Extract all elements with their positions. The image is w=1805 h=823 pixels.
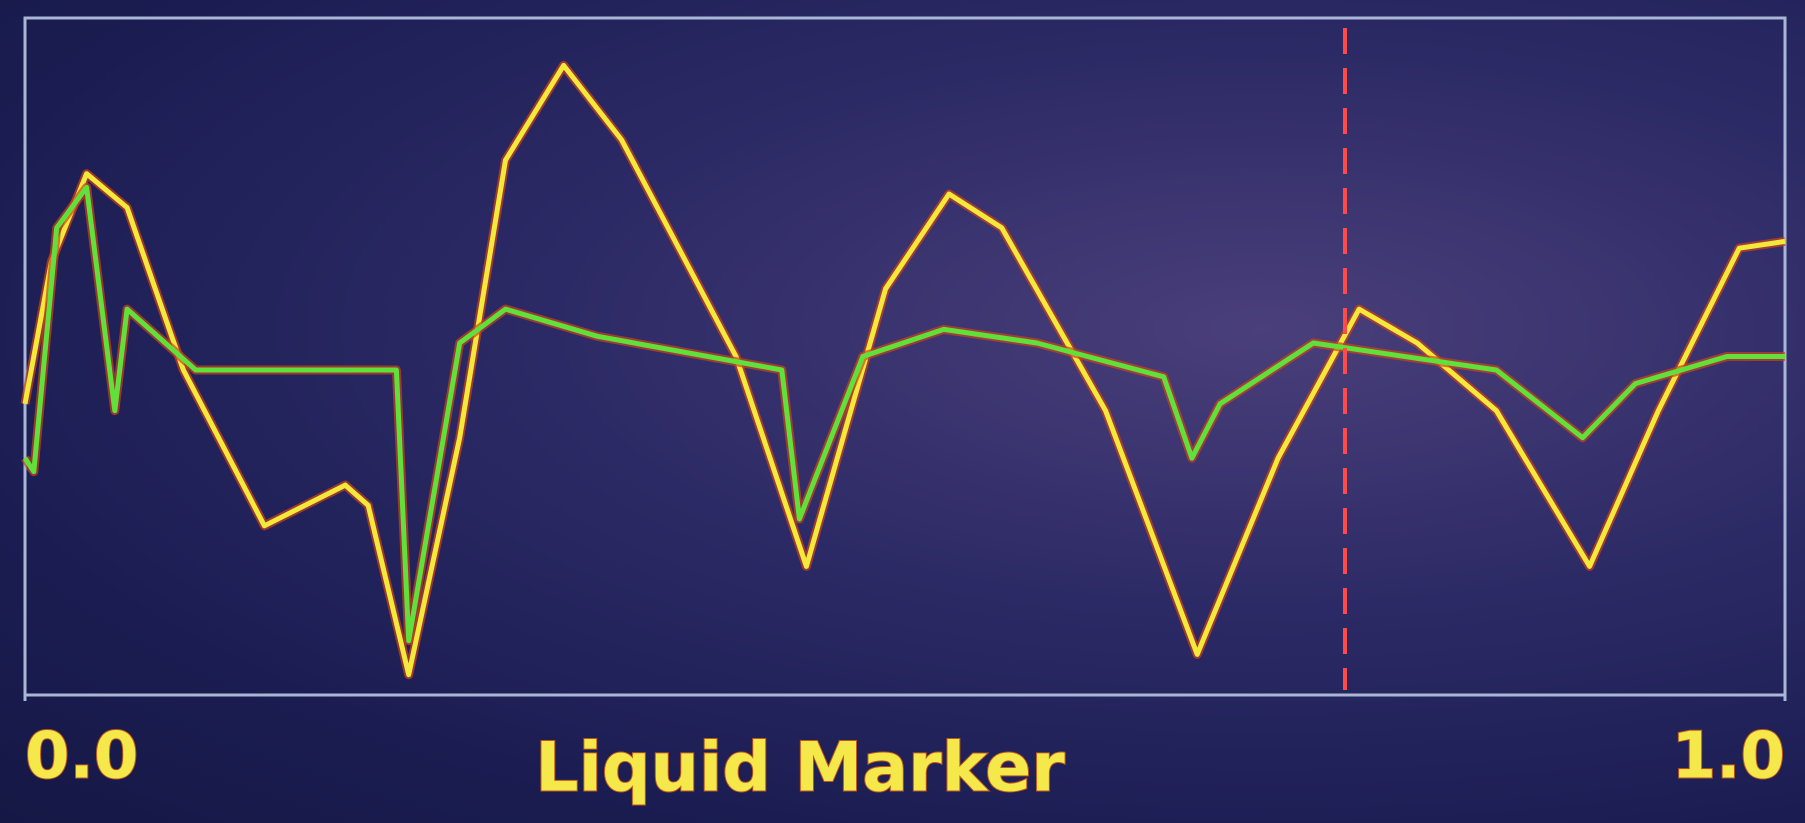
x-tick-label: 1.0 [1672, 720, 1785, 794]
plot-frame [25, 18, 1785, 695]
chart: Liquid Marker 0.0 1.0 [0, 0, 1805, 823]
page: {"chart_data": { "type": "line", "xlabel… [0, 0, 1805, 823]
x-tick-label: 0.0 [25, 720, 138, 794]
x-axis-label: Liquid Marker [535, 729, 1065, 808]
